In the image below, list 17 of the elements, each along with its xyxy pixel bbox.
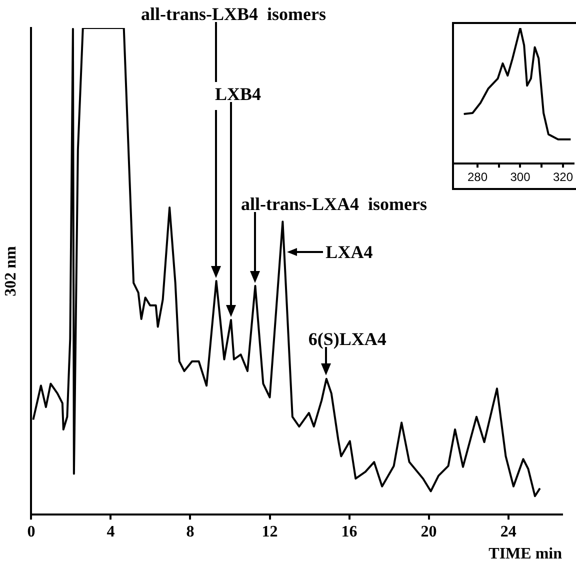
x-tick-label: 280 [467,170,488,184]
x-tick-label: 24 [500,523,516,540]
x-tick-label: 300 [510,170,531,184]
y-axis-title: 302 nm [2,246,20,296]
annotation: 6(S)LXA4 [308,329,386,349]
x-tick-label: 8 [186,523,194,540]
text: all-trans-LXB4 isomers [141,4,326,24]
x-tick-label: 0 [27,523,36,540]
x-tick-label: 16 [341,523,358,540]
x-tick-label: 20 [420,523,437,540]
annotation: all-trans-LXA4 isomers [241,194,427,214]
x-axis-title: TIME min [488,546,562,563]
annotation: LXA4 [326,242,373,262]
x-tick-label: 12 [262,523,278,540]
x-tick-label: 320 [552,170,574,184]
x-tick-label: 4 [106,523,115,540]
annotation: LXB4 [215,84,262,104]
